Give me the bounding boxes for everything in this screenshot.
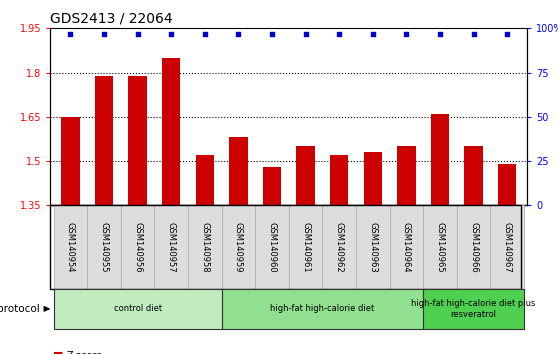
Bar: [356, 205, 389, 289]
Bar: [61, 117, 80, 205]
Bar: [188, 205, 222, 289]
Bar: [457, 205, 490, 289]
Bar: [95, 75, 113, 205]
Bar: [363, 152, 382, 205]
Bar: [464, 146, 483, 205]
Text: GSM140962: GSM140962: [335, 222, 344, 272]
Bar: [323, 205, 356, 289]
Bar: [289, 205, 323, 289]
Point: [200, 31, 209, 36]
Text: GSM140965: GSM140965: [435, 222, 445, 272]
Bar: [54, 289, 222, 329]
Text: protocol: protocol: [0, 304, 40, 314]
Point: [435, 31, 444, 36]
Text: high-fat high-calorie diet: high-fat high-calorie diet: [270, 304, 374, 313]
Point: [469, 31, 478, 36]
Bar: [423, 289, 524, 329]
Text: GSM140955: GSM140955: [99, 222, 108, 272]
Bar: [121, 205, 155, 289]
Bar: [162, 58, 180, 205]
Bar: [54, 205, 87, 289]
Point: [234, 31, 243, 36]
Text: high-fat high-calorie diet plus
resveratrol: high-fat high-calorie diet plus resverat…: [411, 299, 536, 319]
Bar: [222, 289, 423, 329]
Text: GSM140957: GSM140957: [167, 222, 176, 272]
Bar: [423, 205, 457, 289]
Text: GSM140959: GSM140959: [234, 222, 243, 272]
Bar: [222, 205, 255, 289]
Text: GSM140954: GSM140954: [66, 222, 75, 272]
Point: [402, 31, 411, 36]
Text: GSM140963: GSM140963: [368, 222, 377, 272]
Text: GSM140966: GSM140966: [469, 222, 478, 272]
Point: [335, 31, 344, 36]
Text: GDS2413 / 22064: GDS2413 / 22064: [50, 12, 173, 26]
Bar: [128, 75, 147, 205]
Text: GSM140961: GSM140961: [301, 222, 310, 272]
Bar: [155, 205, 188, 289]
Bar: [263, 167, 281, 205]
Point: [66, 31, 75, 36]
Point: [167, 31, 176, 36]
Point: [267, 31, 276, 36]
Point: [99, 31, 108, 36]
Point: [133, 31, 142, 36]
Point: [503, 31, 512, 36]
Bar: [229, 137, 248, 205]
Text: ■: ■: [53, 351, 64, 354]
Text: Z-score: Z-score: [67, 351, 103, 354]
Bar: [389, 205, 423, 289]
Bar: [397, 146, 416, 205]
Bar: [330, 155, 348, 205]
Text: GSM140958: GSM140958: [200, 222, 209, 272]
Bar: [296, 146, 315, 205]
Point: [368, 31, 377, 36]
Point: [301, 31, 310, 36]
Text: control diet: control diet: [113, 304, 162, 313]
Bar: [255, 205, 289, 289]
Text: GSM140960: GSM140960: [267, 222, 276, 272]
Bar: [431, 114, 449, 205]
Bar: [490, 205, 524, 289]
Text: GSM140956: GSM140956: [133, 222, 142, 272]
Text: GSM140964: GSM140964: [402, 222, 411, 272]
Bar: [498, 164, 516, 205]
Bar: [195, 155, 214, 205]
Text: GSM140967: GSM140967: [503, 222, 512, 272]
Bar: [87, 205, 121, 289]
